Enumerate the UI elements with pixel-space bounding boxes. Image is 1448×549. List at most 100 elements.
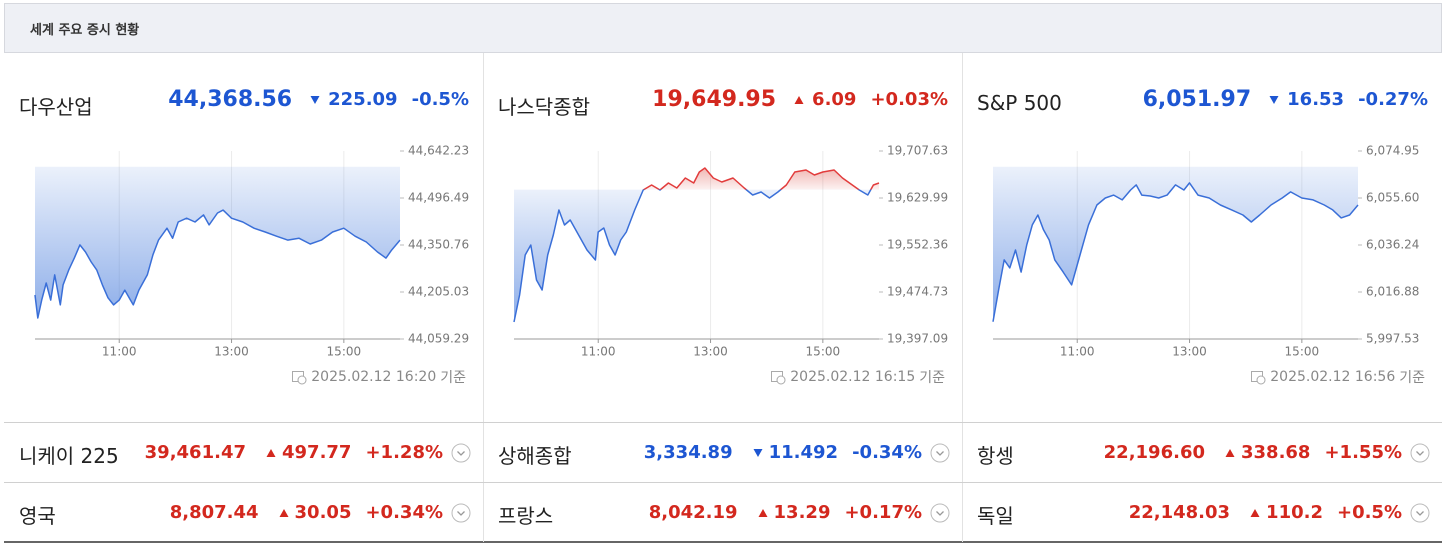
change: 338.68 [1241,442,1311,463]
index-panel: 11:00 13:00 15:00 5,997.53 6,016.88 6,036.24 6… [963,53,1442,422]
icon-clock [776,375,786,385]
chevron [936,511,944,516]
price: 22,148.03 [1128,502,1231,523]
timestamp-date: 2025.02.12 16:15 [790,369,916,385]
y-tick-label: 6,016.88 [1366,285,1419,299]
expand-button[interactable] [1410,503,1430,523]
price-line [513,167,880,323]
index-name: 항셍 [977,444,1014,468]
x-tick-label: 15:00 [327,345,362,359]
timestamp-suffix: 기준 [919,370,945,386]
change-percent: -0.27% [1358,89,1428,110]
button-circle [930,503,950,523]
index-name: 프랑스 [498,504,554,528]
triangle [794,95,804,104]
button-circle [1410,443,1430,463]
expand-button[interactable] [451,503,471,523]
price-line [992,182,1359,322]
change: 30.05 [294,502,352,523]
direction-icon [310,95,320,104]
index-name: S&P 500 [977,91,1062,115]
x-tick-label: 13:00 [693,345,728,359]
price-line [34,209,401,319]
direction-icon [1250,508,1260,517]
x-tick-label: 11:00 [102,345,137,359]
y-tick-label: 5,997.53 [1366,332,1419,346]
index-panel: 11:00 13:00 15:00 44,059.29 44,205.03 44,350.… [5,53,484,422]
y-tick-label: 19,474.73 [887,284,948,298]
header: 세계 주요 증시 현황 [4,3,1442,53]
index-cell: 영국 8,807.44 30.05 +0.34% [5,483,484,542]
area [514,168,879,322]
price: 6,051.97 [1142,87,1252,112]
timestamp-suffix: 기준 [440,370,466,386]
index-name: 영국 [19,504,56,528]
y-tick-label: 6,074.95 [1366,144,1419,158]
y-tick-label: 19,707.63 [887,144,948,158]
triangle [310,95,320,104]
area [35,166,400,318]
y-tick-label: 19,629.99 [887,191,948,205]
price: 39,461.47 [144,442,246,463]
x-tick-label: 13:00 [214,345,249,359]
bottom-border [4,541,1442,543]
index-name: 상해종합 [498,444,572,468]
direction-icon [1225,448,1235,457]
index-name: 니케이 225 [19,444,119,468]
change-percent: -0.5% [411,89,469,110]
y-tick-label: 44,059.29 [408,332,469,346]
index-cell: 항셍 22,196.60 338.68 +1.55% [963,423,1442,482]
change-percent: +1.28% [365,442,443,463]
triangle [1225,448,1235,457]
price: 19,649.95 [652,87,777,112]
clock-icon [292,371,307,385]
quote: 19,649.95 6.09 +0.03% [652,87,948,112]
timestamp: 2025.02.12 16:20 기준 [291,367,466,387]
y-tick-label: 6,036.24 [1366,238,1419,252]
expand-button[interactable] [1410,443,1430,463]
timestamp: 2025.02.12 16:15 기준 [770,367,945,387]
y-tick-label: 44,496.49 [408,191,469,205]
y-tick-label: 6,055.60 [1366,190,1419,204]
change-percent: +0.5% [1336,502,1402,523]
change: 497.77 [282,442,352,463]
y-tick-label: 19,397.09 [887,332,948,346]
expand-button[interactable] [451,443,471,463]
index-cell: 니케이 225 39,461.47 497.77 +1.28% [5,423,484,482]
x-tick-label: 13:00 [1172,345,1207,359]
button-circle [1410,503,1430,523]
x-tick-label: 15:00 [1285,345,1320,359]
change: 13.29 [773,502,831,523]
change: 11.492 [768,442,839,463]
triangle [279,508,289,517]
timestamp-date: 2025.02.12 16:20 [311,369,437,385]
change-percent: +0.17% [844,502,922,523]
quote: 22,148.03 110.2 +0.5% [1129,502,1402,523]
y-tick-label: 44,642.23 [408,144,469,158]
triangle [1250,508,1260,517]
change-percent: +0.03% [870,89,948,110]
icon-clock [1256,375,1266,385]
icon-clock [297,375,307,385]
chevron [936,451,944,456]
timestamp: 2025.02.12 16:56 기준 [1250,367,1425,387]
quote: 6,051.97 16.53 -0.27% [1143,87,1428,112]
y-tick-label: 19,552.36 [887,238,948,252]
change-percent: -0.34% [852,442,922,463]
price: 22,196.60 [1103,442,1205,463]
direction-icon [1269,95,1279,104]
y-tick-label: 44,205.03 [408,284,469,298]
index-cell: 독일 22,148.03 110.2 +0.5% [963,483,1442,542]
index-name: 독일 [977,504,1014,528]
direction-icon [279,508,289,517]
triangle [266,448,276,457]
button-circle [930,443,950,463]
y-tick-label: 44,350.76 [408,238,469,252]
chart: 11:00 13:00 15:00 5,997.53 6,016.88 6,036.24 6… [992,144,1419,359]
change: 225.09 [328,89,398,110]
expand-button[interactable] [930,443,950,463]
chevron [457,511,465,516]
expand-button[interactable] [930,503,950,523]
index-cell: 상해종합 3,334.89 11.492 -0.34% [484,423,963,482]
